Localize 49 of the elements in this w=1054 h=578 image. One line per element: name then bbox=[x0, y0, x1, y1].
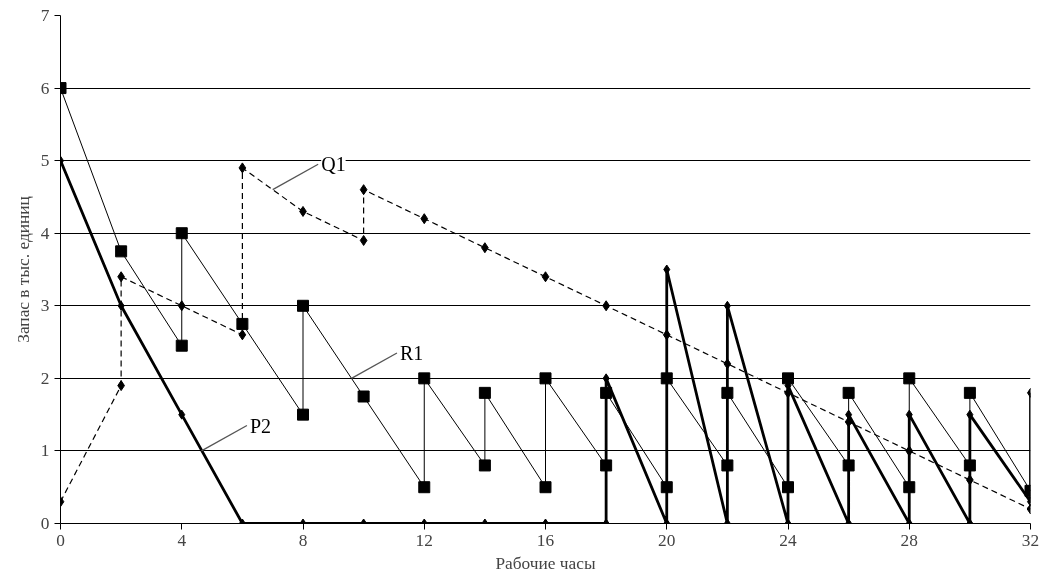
point bbox=[115, 245, 128, 258]
x-tick-label: 32 bbox=[1021, 530, 1040, 550]
point bbox=[175, 227, 188, 240]
point bbox=[357, 390, 370, 403]
annotation: Q1 bbox=[321, 153, 346, 176]
y-axis-title: Запас в тыс. единиц bbox=[13, 196, 33, 343]
x-tick-label: 12 bbox=[415, 530, 433, 550]
y-tick-label: 1 bbox=[40, 441, 50, 461]
point bbox=[903, 372, 916, 385]
x-tick-label: 28 bbox=[900, 530, 918, 550]
y-tick-label: 5 bbox=[40, 151, 50, 171]
point bbox=[418, 481, 431, 494]
point bbox=[359, 234, 368, 246]
x-axis-title: Рабочие часы bbox=[495, 553, 596, 573]
point bbox=[420, 213, 429, 225]
annotation: R1 bbox=[400, 341, 424, 364]
y-tick-label: 6 bbox=[40, 78, 50, 98]
point bbox=[418, 372, 431, 385]
point bbox=[297, 408, 309, 421]
point bbox=[175, 339, 188, 352]
point bbox=[539, 481, 552, 494]
x-tick-label: 4 bbox=[177, 530, 187, 550]
x-tick-label: 8 bbox=[298, 530, 308, 550]
point bbox=[963, 386, 976, 399]
y-tick-label: 2 bbox=[40, 368, 50, 388]
x-tick-label: 16 bbox=[536, 530, 555, 550]
point bbox=[966, 409, 974, 420]
point bbox=[238, 329, 247, 341]
point bbox=[539, 372, 552, 385]
x-tick-label: 0 bbox=[56, 530, 65, 550]
x-tick-label: 20 bbox=[658, 530, 676, 550]
point bbox=[117, 300, 125, 311]
point bbox=[782, 372, 794, 385]
point bbox=[478, 386, 491, 399]
point bbox=[842, 386, 855, 399]
point bbox=[359, 184, 368, 196]
point bbox=[478, 459, 491, 472]
point bbox=[178, 409, 186, 420]
x-tick-label: 24 bbox=[779, 530, 797, 550]
point bbox=[236, 317, 249, 330]
annotation: P2 bbox=[249, 414, 272, 437]
point bbox=[663, 264, 671, 275]
y-tick-label: 3 bbox=[40, 296, 50, 316]
y-tick-label: 0 bbox=[40, 514, 50, 533]
point bbox=[297, 299, 309, 312]
y-tick-label: 7 bbox=[40, 6, 50, 25]
point bbox=[238, 162, 247, 174]
point bbox=[541, 271, 550, 283]
y-tick-label: 4 bbox=[40, 223, 50, 243]
